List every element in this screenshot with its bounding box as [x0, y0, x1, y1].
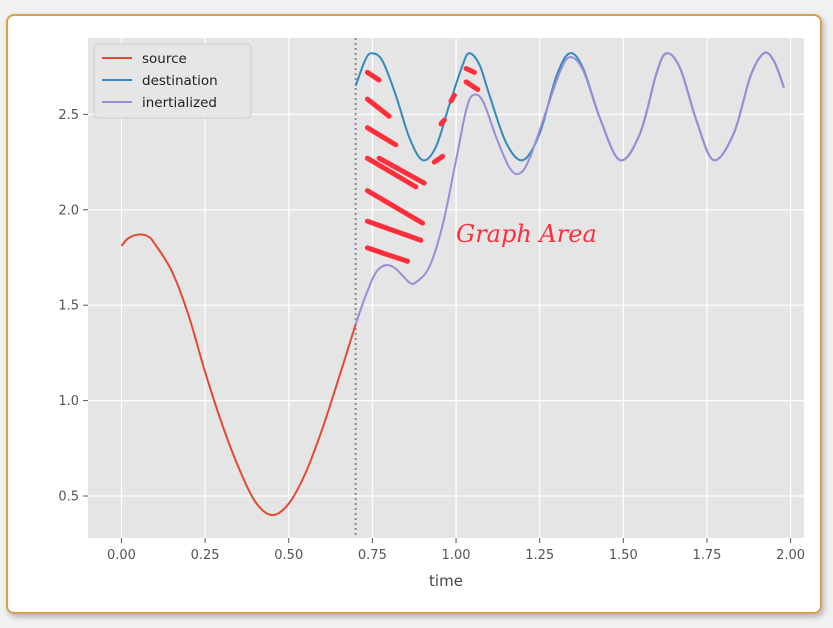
- legend-box: [93, 43, 252, 119]
- series-line-source: [120, 233, 357, 517]
- legend-label: source: [142, 51, 187, 67]
- x-tick-label: 1.75: [692, 548, 721, 563]
- hatch-stroke: [364, 188, 426, 226]
- hatch-stroke: [364, 69, 382, 83]
- y-tick-label: 2.5: [58, 108, 79, 123]
- hatch-stroke: [448, 92, 457, 104]
- hatch-stroke: [364, 96, 392, 119]
- hatch-stroke: [438, 117, 447, 127]
- annotation-hatch: [364, 66, 481, 264]
- y-tick-label: 2.0: [58, 203, 79, 218]
- x-tick-label: 0.75: [358, 548, 387, 563]
- x-tick-label: 0.25: [191, 548, 220, 563]
- legend: source destination inertialized: [93, 43, 252, 119]
- y-axis-ticks: 0.5 1.0 1.5 2.0 2.5: [58, 108, 88, 505]
- x-axis-title: time: [429, 572, 463, 590]
- hatch-stroke: [364, 245, 411, 264]
- legend-label: inertialized: [142, 95, 217, 111]
- annotation-text: Graph Area: [456, 220, 597, 248]
- hatch-stroke: [463, 79, 481, 93]
- x-tick-label: 0.00: [107, 548, 136, 563]
- y-tick-label: 1.0: [58, 394, 79, 409]
- hatch-stroke: [463, 66, 477, 75]
- hatch-stroke: [431, 153, 446, 165]
- line-chart: 0.00 0.25 0.50 0.75 1.00 1.25 1.50 1.75 2.00 0.5…: [58, 38, 805, 590]
- chart-frame: 0.00 0.25 0.50 0.75 1.00 1.25 1.50 1.75 2.00 0.5…: [6, 14, 822, 614]
- y-tick-label: 0.5: [58, 490, 79, 505]
- hatch-stroke: [364, 125, 399, 148]
- x-tick-label: 1.00: [442, 548, 471, 563]
- hatch-stroke: [364, 155, 419, 190]
- x-tick-label: 1.25: [525, 548, 554, 563]
- series-lines: [120, 51, 785, 517]
- x-tick-label: 0.50: [274, 548, 303, 563]
- hatch-stroke: [364, 218, 424, 243]
- series-line-inertialized: [354, 51, 785, 325]
- x-axis-ticks: 0.00 0.25 0.50 0.75 1.00 1.25 1.50 1.75 2.00: [107, 538, 805, 563]
- x-tick-label: 1.50: [609, 548, 638, 563]
- hatch-stroke: [376, 155, 427, 186]
- y-tick-label: 1.5: [58, 299, 79, 314]
- legend-label: destination: [142, 73, 218, 89]
- x-tick-label: 2.00: [776, 548, 805, 563]
